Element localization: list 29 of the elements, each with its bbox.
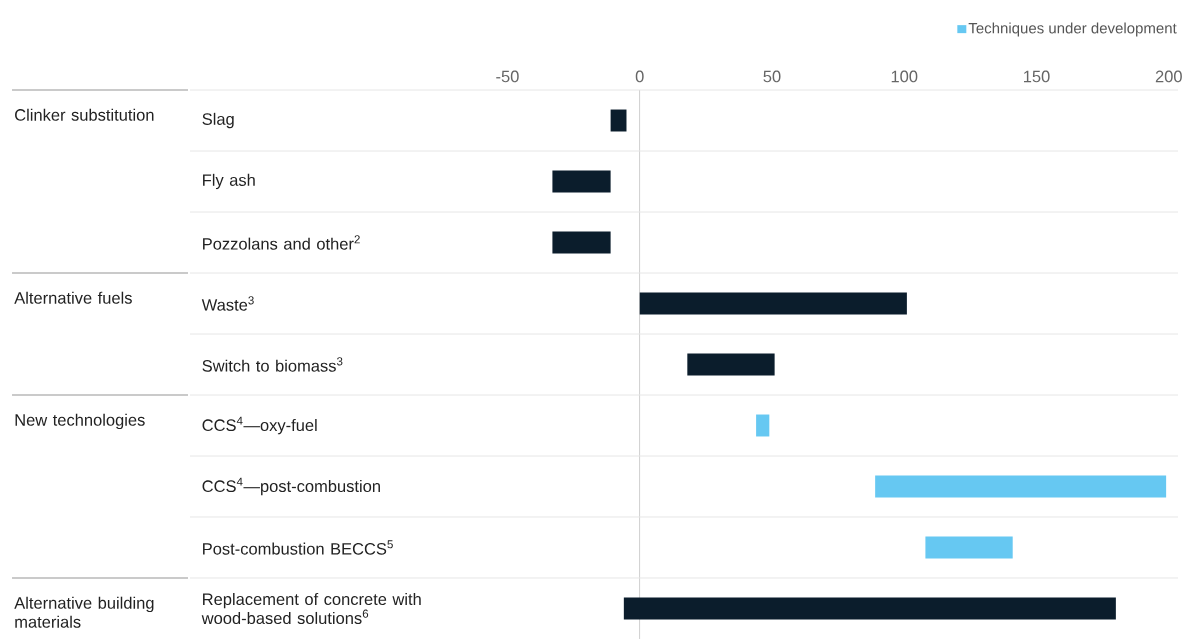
- bar: [687, 353, 775, 376]
- bar: [639, 292, 907, 315]
- bar: [925, 536, 1013, 559]
- y-tick-label: Replacement of concrete with wood-based solutions$^{6}$: [201, 592, 421, 625]
- x-tick-label: 150: [1024, 70, 1050, 83]
- y-tick-label: CCS$^{4}$—oxy-fuel: [202, 416, 317, 435]
- bar: [610, 109, 627, 132]
- legend-label: Techniques under development: [968, 22, 1177, 37]
- x-tick-label: 200: [1155, 70, 1182, 83]
- text: New technologies: [15, 413, 145, 430]
- bar: [756, 414, 770, 437]
- y-tick-label: CCS$^{4}$—post-combustion: [202, 477, 380, 496]
- y-tick-label: Post-combustion BECCS$^{5}$: [203, 540, 393, 555]
- x-tick-label: -50: [496, 70, 519, 83]
- bar: [623, 597, 1116, 620]
- x-tick-label: 50: [763, 70, 781, 83]
- text: Alternative building materials: [14, 596, 154, 628]
- bar: [552, 231, 611, 254]
- y-tick-label: Switch to biomass$^{3}$: [202, 357, 343, 372]
- text: Alternative fuels: [14, 291, 132, 304]
- bar: [875, 475, 1167, 498]
- x-tick-label: 100: [891, 70, 918, 83]
- y-tick-label: Pozzolans and other$^{2}$: [203, 235, 360, 250]
- y-tick-label: Waste$^{3}$: [201, 296, 254, 311]
- x-tick-label: 0: [635, 70, 644, 83]
- y-tick-label: Fly ash: [203, 173, 255, 190]
- y-tick-label: Slag: [202, 112, 234, 129]
- bar: [552, 170, 611, 193]
- text: Clinker substitution: [15, 108, 154, 121]
